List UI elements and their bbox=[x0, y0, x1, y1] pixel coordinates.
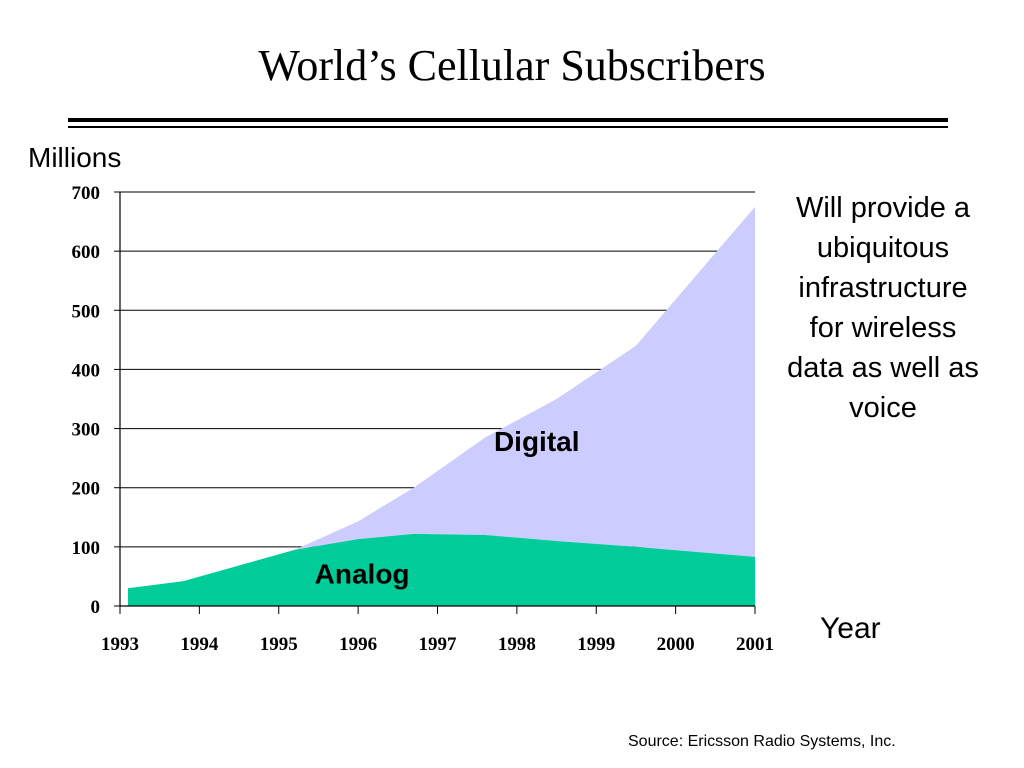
slide-title: World’s Cellular Subscribers bbox=[258, 41, 766, 90]
y-tick-label-700: 700 bbox=[72, 183, 101, 204]
y-tick-label-200: 200 bbox=[72, 479, 101, 500]
x-tick-label-1999: 1999 bbox=[577, 634, 615, 655]
area-analog bbox=[127, 533, 755, 606]
x-tick-label-1993: 1993 bbox=[101, 634, 139, 655]
x-tick-label-2000: 2000 bbox=[657, 634, 695, 655]
annotation-text: Will provide a ubiquitous infrastructure… bbox=[787, 192, 979, 424]
x-tick-label-1998: 1998 bbox=[498, 634, 536, 655]
x-tick-label-1995: 1995 bbox=[260, 634, 298, 655]
title-rule-thin bbox=[68, 126, 948, 128]
x-tick-label-1997: 1997 bbox=[419, 634, 458, 655]
title-rule-thick bbox=[68, 118, 948, 122]
y-axis-label: Millions bbox=[28, 142, 122, 173]
x-tick-label-1996: 1996 bbox=[339, 634, 377, 655]
area-digital bbox=[127, 206, 755, 589]
x-tick-label-1994: 1994 bbox=[180, 634, 219, 655]
x-axis-label: Year bbox=[820, 612, 881, 645]
series-label-analog: Analog bbox=[315, 559, 410, 590]
series-label-digital: Digital bbox=[494, 426, 580, 457]
y-tick-label-500: 500 bbox=[72, 301, 101, 322]
y-tick-label-0: 0 bbox=[91, 597, 101, 618]
source-citation: Source: Ericsson Radio Systems, Inc. bbox=[628, 733, 896, 750]
y-tick-label-300: 300 bbox=[72, 420, 101, 441]
y-tick-label-400: 400 bbox=[72, 360, 101, 381]
y-tick-label-600: 600 bbox=[72, 242, 101, 263]
x-tick-label-2001: 2001 bbox=[736, 634, 774, 655]
y-tick-label-100: 100 bbox=[72, 538, 101, 559]
